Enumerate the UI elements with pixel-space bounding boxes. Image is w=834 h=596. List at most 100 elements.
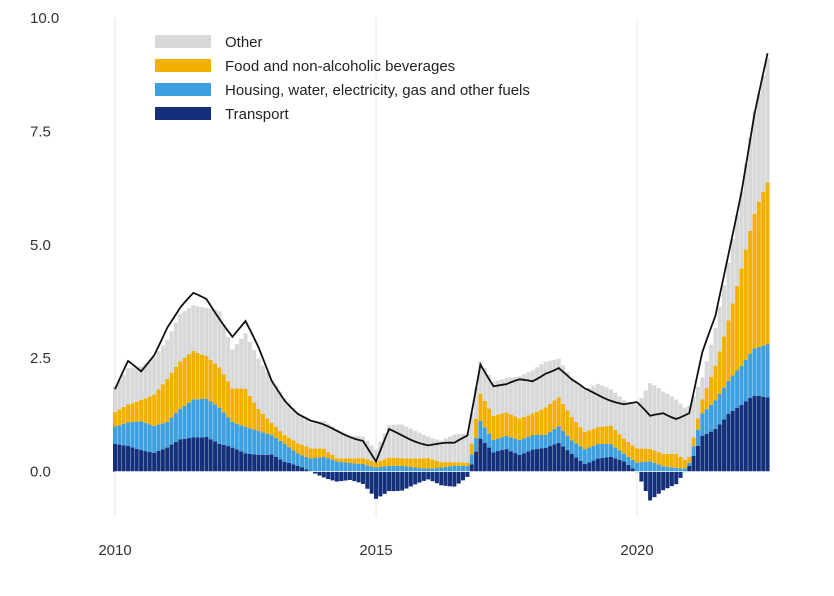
bar-food: [730, 303, 735, 376]
bar-other: [521, 374, 526, 417]
bar-food: [595, 427, 600, 445]
bar-transport: [548, 446, 553, 472]
bar-transport: [278, 459, 283, 472]
bar-housing: [121, 423, 126, 446]
bar-transport: [500, 450, 505, 472]
bar-housing: [134, 421, 139, 449]
bar-housing: [334, 461, 339, 472]
bar-food: [439, 462, 444, 468]
bar-transport: [691, 455, 696, 472]
bar-other: [608, 389, 613, 426]
bar-food: [374, 462, 379, 468]
bar-housing: [639, 462, 644, 472]
bar-housing: [269, 435, 274, 455]
bar-housing: [621, 453, 626, 462]
bar-housing: [265, 433, 270, 455]
bar-housing: [730, 375, 735, 411]
bar-housing: [243, 426, 248, 454]
bar-other: [243, 333, 248, 389]
bar-transport: [369, 471, 374, 494]
bar-transport: [582, 463, 587, 472]
bar-transport: [195, 437, 200, 472]
bar-food: [521, 416, 526, 439]
bar-housing: [513, 438, 518, 454]
bar-other: [173, 322, 178, 367]
bar-housing: [112, 426, 118, 444]
bar-housing: [669, 467, 674, 472]
bar-transport: [526, 451, 531, 472]
bar-housing: [169, 417, 174, 445]
bar-housing: [752, 348, 757, 396]
bar-food: [456, 462, 461, 466]
bar-transport: [561, 446, 566, 472]
bar-food: [287, 437, 292, 448]
bar-other: [221, 324, 226, 375]
bar-food: [430, 459, 435, 469]
bar-housing: [204, 398, 209, 437]
bar-other: [752, 111, 757, 214]
bar-other: [352, 435, 357, 459]
bar-transport: [413, 471, 418, 485]
bar-food: [465, 462, 470, 467]
bar-food: [130, 403, 135, 422]
bar-transport: [126, 445, 131, 472]
bar-food: [173, 366, 178, 414]
bar-other: [713, 328, 718, 366]
bar-other: [574, 382, 579, 423]
bar-housing: [178, 408, 183, 440]
bar-transport: [517, 454, 522, 472]
bar-food: [200, 354, 205, 399]
bar-food: [678, 456, 683, 469]
bar-other: [147, 360, 152, 397]
bar-housing: [561, 431, 566, 447]
bar-other: [343, 433, 348, 459]
bar-food: [552, 400, 557, 430]
bar-food: [117, 409, 122, 426]
bar-transport: [717, 424, 722, 472]
bar-other: [182, 311, 187, 358]
bar-food: [308, 448, 313, 459]
bar-transport: [208, 439, 213, 472]
bar-housing: [617, 450, 622, 460]
bar-other: [426, 436, 431, 459]
bar-other: [643, 390, 648, 449]
bar-food: [169, 372, 174, 418]
bar-transport: [504, 449, 509, 472]
bar-housing: [526, 436, 531, 452]
bar-transport: [387, 471, 392, 492]
bar-transport: [378, 471, 383, 497]
bar-transport: [139, 450, 144, 472]
bar-other: [443, 438, 448, 463]
bar-other: [234, 344, 239, 389]
bar-food: [278, 431, 283, 441]
total-line: [114, 53, 769, 464]
bar-transport: [665, 471, 670, 489]
bar-housing: [330, 459, 335, 472]
bar-housing: [239, 425, 244, 452]
bar-housing: [534, 434, 539, 450]
bar-food: [665, 453, 670, 467]
bar-transport: [191, 437, 196, 472]
bar-food: [404, 458, 409, 467]
bar-housing: [691, 446, 696, 456]
bar-transport: [247, 453, 252, 472]
bar-transport: [695, 445, 700, 472]
bar-food: [239, 388, 244, 426]
bar-other: [447, 436, 452, 463]
bar-housing: [387, 466, 392, 472]
bar-other: [735, 215, 740, 287]
bar-food: [517, 418, 522, 441]
bar-other: [252, 350, 257, 403]
bar-other: [178, 314, 183, 362]
bar-housing: [221, 412, 226, 445]
bar-other: [604, 387, 609, 427]
bar-transport: [530, 449, 535, 472]
bar-food: [156, 389, 161, 425]
bar-housing: [156, 424, 161, 452]
bar-food: [221, 374, 226, 413]
bar-food: [426, 458, 431, 469]
bar-food: [413, 458, 418, 468]
bar-food: [513, 416, 518, 439]
bar-housing: [408, 466, 413, 472]
